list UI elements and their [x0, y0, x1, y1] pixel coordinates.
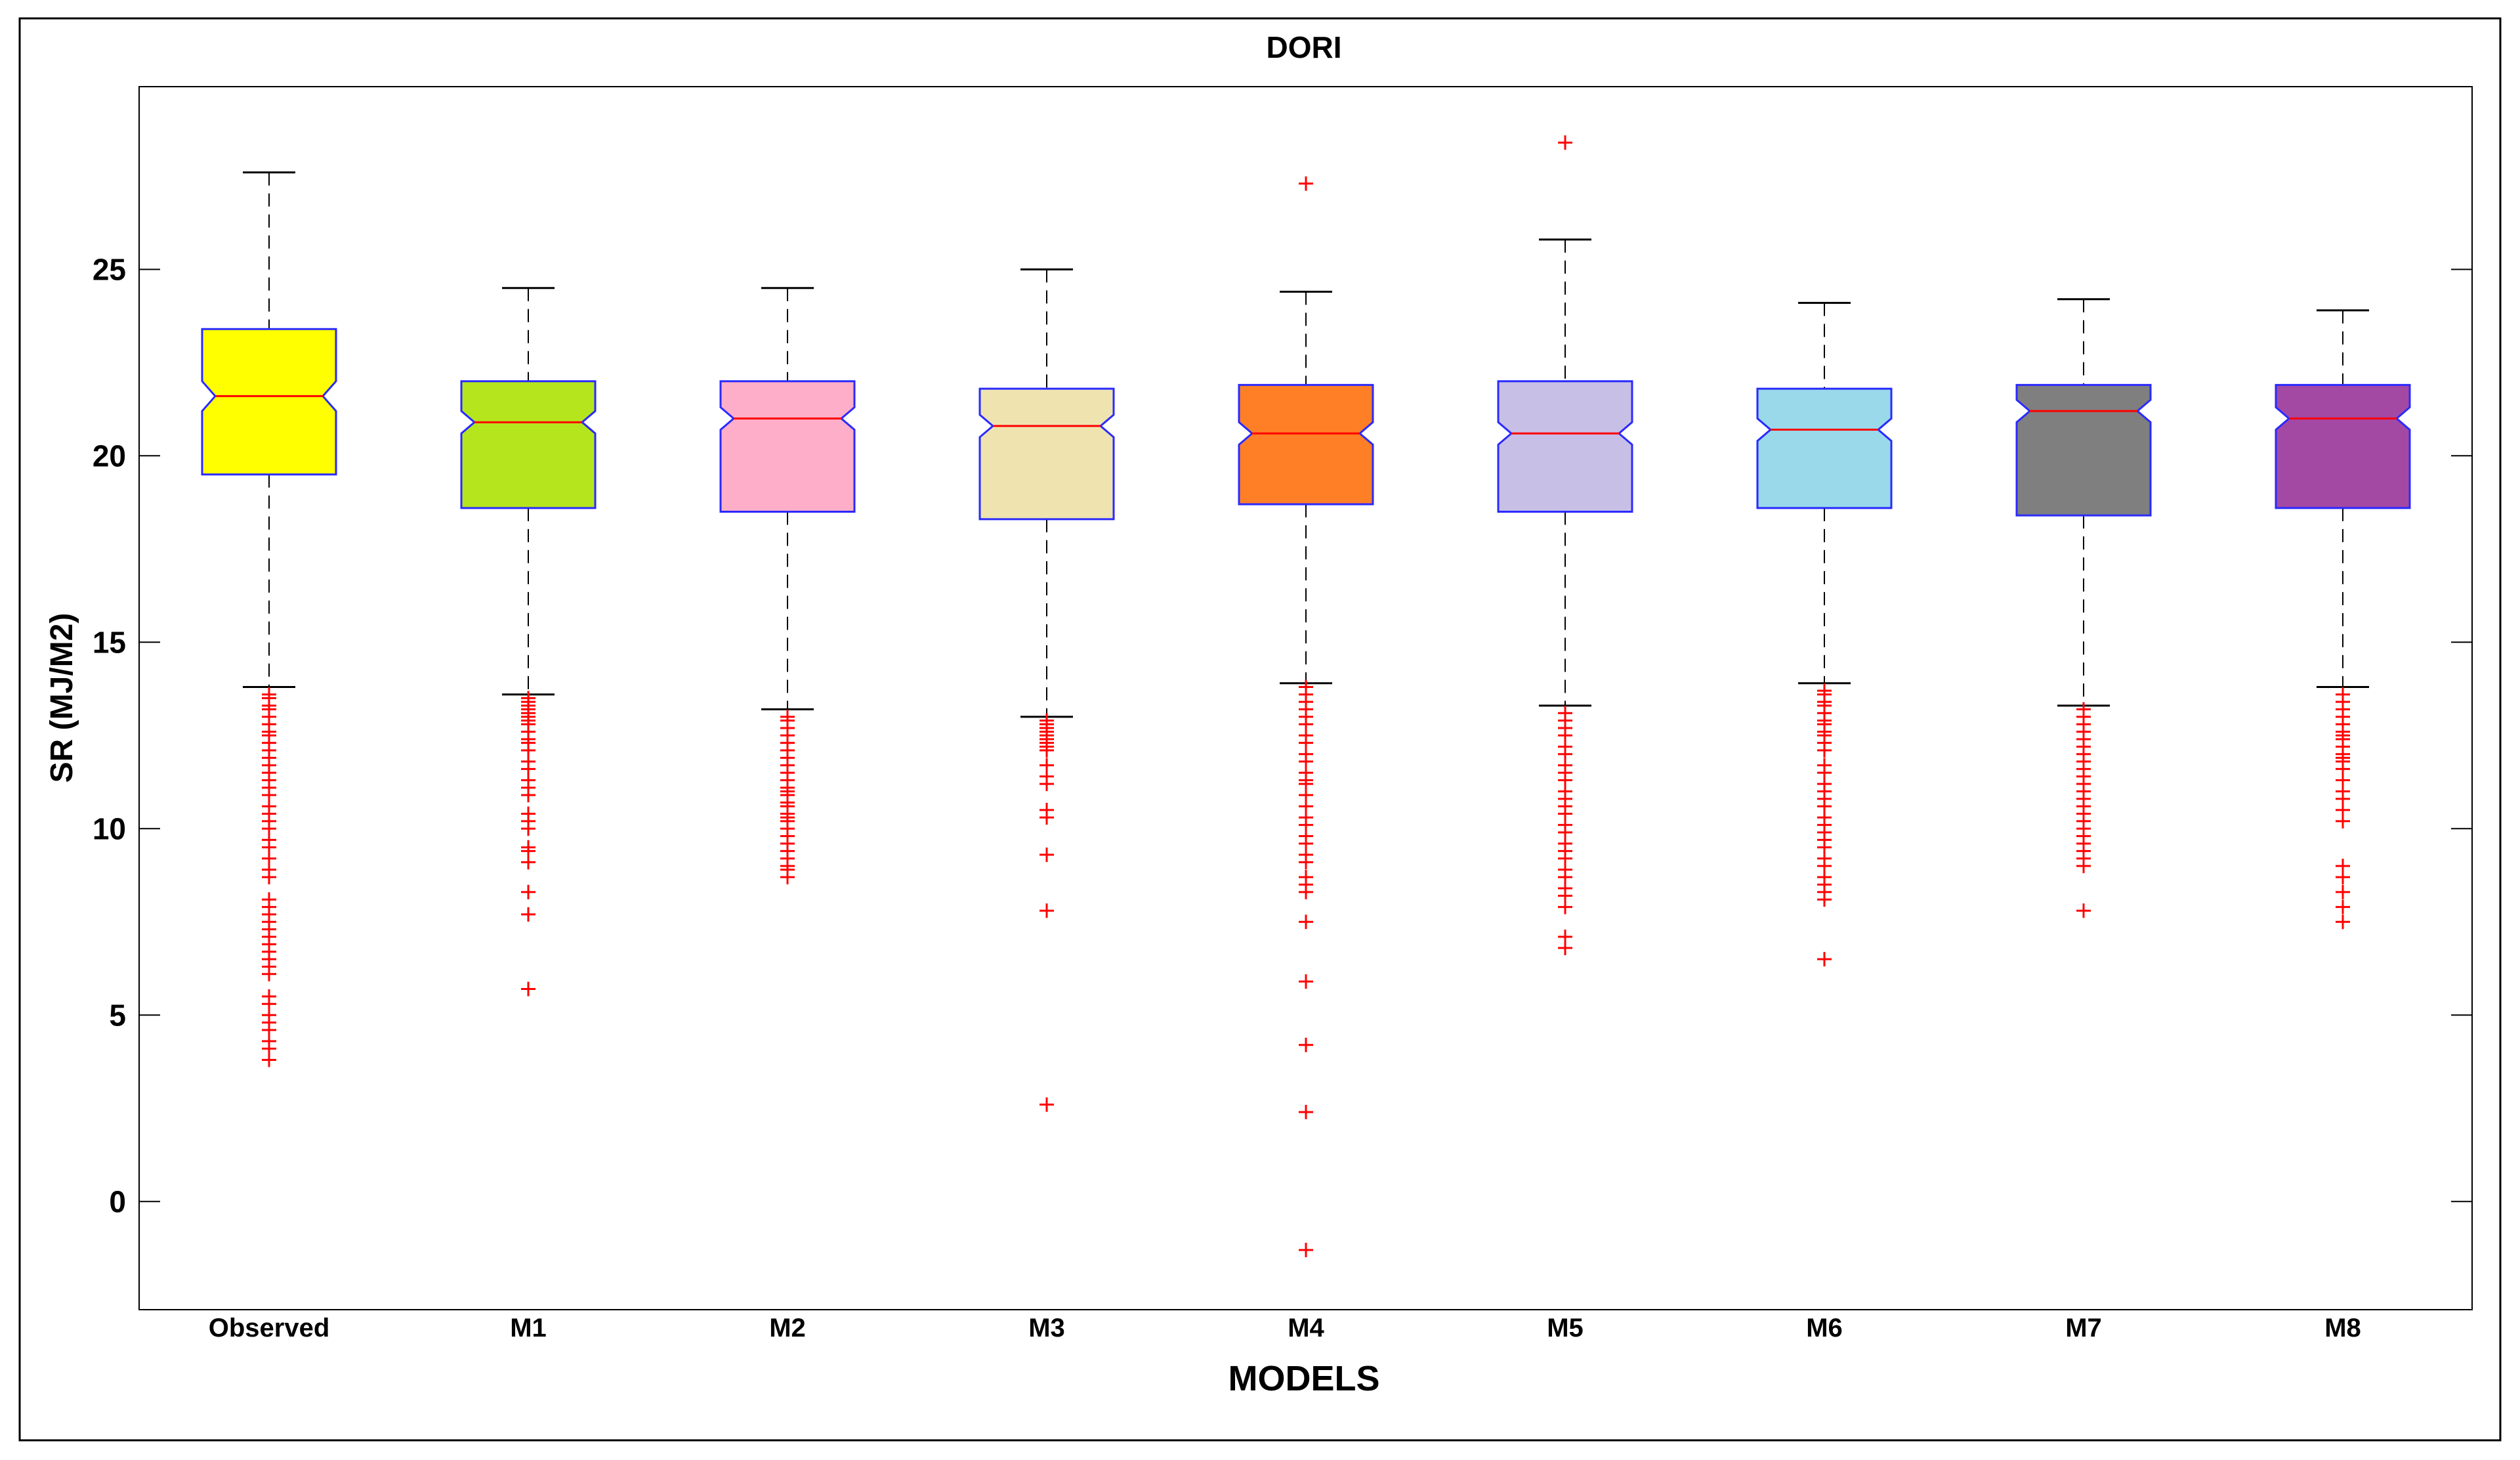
notched-box [2015, 383, 2152, 517]
outlier-marker [1040, 777, 1054, 792]
notched-box [1238, 383, 1374, 505]
outlier-marker [1040, 810, 1054, 825]
y-tick-label: 20 [93, 439, 126, 473]
chart-title: DORI [1267, 30, 1342, 64]
notched-box [1497, 380, 1633, 513]
outlier-marker [521, 821, 536, 836]
outlier-marker [2336, 884, 2350, 899]
outlier-marker [1299, 1037, 1313, 1052]
outlier-marker [2076, 859, 2091, 874]
outlier-marker [521, 907, 536, 922]
x-tick-label: M8 [2324, 1314, 2361, 1342]
outlier-marker [1299, 974, 1313, 989]
y-tick-label: 25 [93, 252, 126, 286]
outlier-marker [2336, 899, 2350, 914]
outlier-marker [262, 870, 276, 885]
outlier-marker [1040, 1097, 1054, 1112]
notched-box [1756, 387, 1893, 509]
outlier-marker [2336, 870, 2350, 885]
outlier-marker [1299, 855, 1313, 870]
box-m4 [1238, 176, 1374, 1258]
notched-box [460, 380, 597, 509]
box-m1 [460, 287, 597, 997]
outlier-marker [1817, 743, 1832, 758]
outlier-marker [1040, 848, 1054, 863]
outlier-marker [2336, 914, 2350, 930]
outlier-marker [1817, 952, 1832, 967]
y-tick-label: 10 [93, 811, 126, 846]
outlier-marker [1040, 903, 1054, 918]
x-tick-label: M2 [769, 1314, 806, 1342]
x-tick-label: M5 [1547, 1314, 1584, 1342]
x-tick-label: M6 [1806, 1314, 1843, 1342]
x-tick-label: Observed [209, 1314, 330, 1342]
outlier-marker [2076, 903, 2091, 918]
outlier-marker [1299, 1243, 1313, 1258]
outlier-marker [1558, 941, 1572, 956]
y-axis-label: SR (MJ/M2) [45, 613, 79, 783]
outlier-marker [521, 788, 536, 803]
outlier-marker [1558, 135, 1572, 150]
y-tick-label: 5 [109, 998, 126, 1032]
outlier-marker [2336, 813, 2350, 828]
outlier-marker [1299, 1104, 1313, 1119]
x-tick-label: M1 [510, 1314, 547, 1342]
outlier-marker [262, 1052, 276, 1067]
x-tick-label: M3 [1028, 1314, 1065, 1342]
y-tick-label: 15 [93, 625, 126, 659]
box-observed [201, 171, 337, 1067]
outlier-marker [521, 884, 536, 899]
outlier-marker [1299, 884, 1313, 899]
outlier-marker [1040, 743, 1054, 758]
outlier-marker [1817, 892, 1832, 907]
notched-box [201, 328, 337, 476]
x-tick-label: M4 [1288, 1314, 1324, 1342]
outlier-marker [1558, 899, 1572, 914]
box-m8 [2275, 309, 2411, 930]
x-tick-label: M7 [2065, 1314, 2102, 1342]
x-axis-tick-labels: Observed M1 M2 M3 M4 M5 M6 M7 M8 [209, 1314, 2361, 1342]
box-m6 [1756, 301, 1893, 967]
y-axis-ticks: 0 5 10 15 20 25 [93, 252, 2472, 1218]
outlier-marker [521, 981, 536, 997]
box-m7 [2015, 298, 2152, 918]
notched-box [978, 387, 1115, 521]
box-m5 [1497, 135, 1633, 956]
outlier-marker [521, 855, 536, 870]
box-m2 [719, 287, 856, 885]
x-axis-label: MODELS [1228, 1359, 1379, 1398]
outlier-marker [1299, 176, 1313, 191]
y-tick-label: 0 [109, 1184, 126, 1218]
outlier-marker [780, 870, 795, 885]
outlier-marker [262, 966, 276, 981]
box-m3 [978, 268, 1115, 1112]
box-series [201, 135, 2411, 1258]
notched-box [719, 380, 856, 513]
notched-box [2275, 383, 2411, 509]
outlier-marker [1299, 914, 1313, 930]
